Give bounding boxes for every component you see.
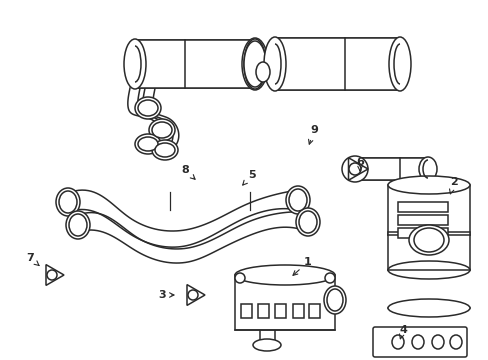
Ellipse shape — [252, 339, 281, 351]
Text: 4: 4 — [398, 325, 406, 339]
Ellipse shape — [59, 191, 77, 213]
Text: 9: 9 — [308, 125, 317, 144]
Text: 5: 5 — [242, 170, 255, 185]
Ellipse shape — [418, 157, 436, 181]
Ellipse shape — [341, 156, 367, 182]
Bar — [235, 275, 334, 330]
Ellipse shape — [47, 270, 57, 280]
Ellipse shape — [326, 289, 342, 311]
Ellipse shape — [411, 335, 423, 349]
Ellipse shape — [244, 39, 265, 89]
Bar — [274, 38, 399, 90]
Bar — [387, 185, 469, 235]
Text: 6: 6 — [355, 157, 363, 171]
Ellipse shape — [325, 273, 334, 283]
Ellipse shape — [449, 335, 461, 349]
Text: 2: 2 — [448, 177, 457, 194]
Ellipse shape — [135, 97, 161, 119]
Ellipse shape — [298, 211, 316, 233]
Ellipse shape — [288, 189, 306, 211]
Ellipse shape — [391, 335, 403, 349]
Ellipse shape — [244, 41, 265, 87]
Bar — [135, 40, 254, 88]
Ellipse shape — [387, 176, 469, 194]
Ellipse shape — [285, 186, 309, 214]
Ellipse shape — [124, 39, 146, 89]
Ellipse shape — [242, 38, 267, 90]
Ellipse shape — [69, 214, 87, 236]
Ellipse shape — [235, 273, 244, 283]
Bar — [397, 228, 447, 238]
Ellipse shape — [187, 290, 198, 300]
Bar — [258, 304, 268, 318]
Bar — [397, 215, 447, 225]
Bar — [308, 304, 319, 318]
Ellipse shape — [324, 286, 346, 314]
Text: 1: 1 — [292, 257, 311, 275]
Ellipse shape — [152, 140, 178, 160]
Bar — [241, 304, 251, 318]
Ellipse shape — [348, 163, 360, 175]
Ellipse shape — [155, 143, 175, 157]
Ellipse shape — [388, 37, 410, 91]
Ellipse shape — [256, 62, 269, 82]
Text: 3: 3 — [158, 290, 174, 300]
FancyBboxPatch shape — [372, 327, 466, 357]
Ellipse shape — [264, 37, 285, 91]
Bar — [354, 158, 427, 180]
Ellipse shape — [135, 134, 161, 154]
Ellipse shape — [235, 265, 334, 285]
Bar — [387, 232, 469, 270]
Bar — [274, 304, 285, 318]
Ellipse shape — [408, 225, 448, 255]
Ellipse shape — [138, 137, 158, 151]
Text: 8: 8 — [181, 165, 195, 179]
Ellipse shape — [295, 208, 319, 236]
Bar — [292, 304, 304, 318]
Ellipse shape — [387, 299, 469, 317]
Ellipse shape — [413, 228, 443, 252]
Ellipse shape — [138, 100, 158, 116]
Ellipse shape — [152, 122, 172, 138]
Ellipse shape — [66, 211, 90, 239]
Text: 7: 7 — [26, 253, 39, 266]
Ellipse shape — [149, 119, 175, 141]
Bar — [397, 202, 447, 212]
Ellipse shape — [56, 188, 80, 216]
Ellipse shape — [431, 335, 443, 349]
Ellipse shape — [387, 261, 469, 279]
